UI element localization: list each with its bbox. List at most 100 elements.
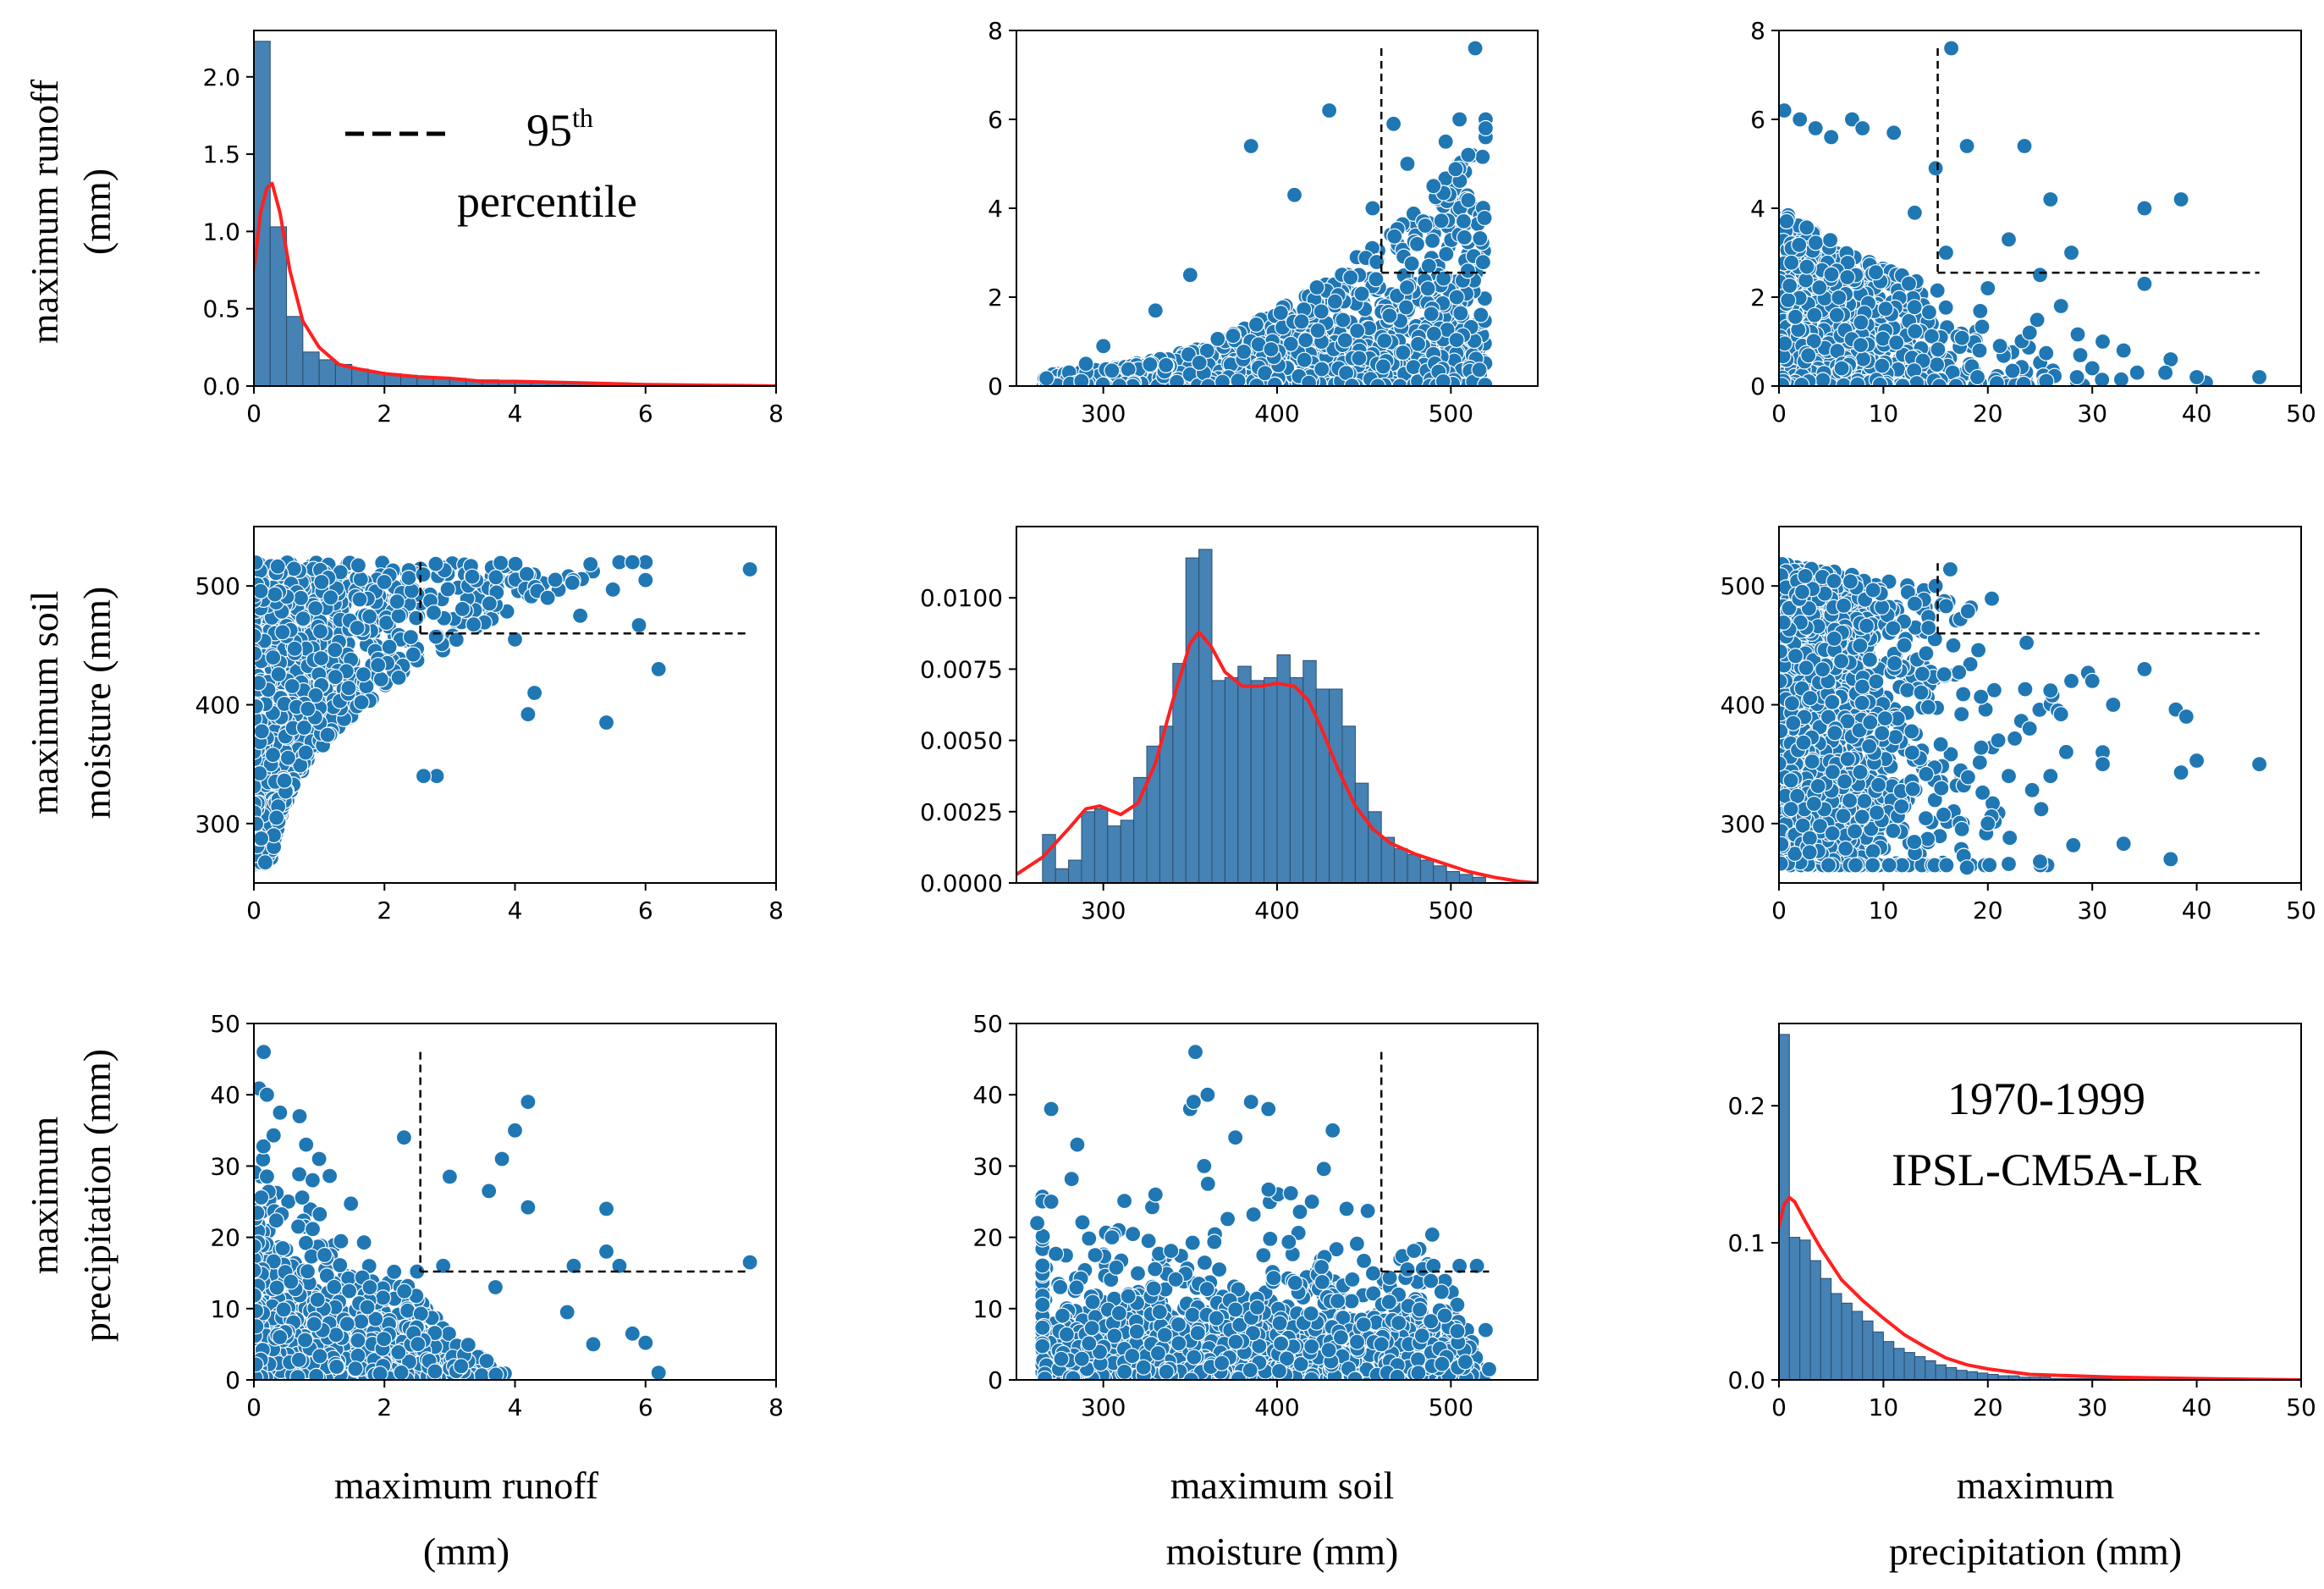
y-tick-label: 0.5	[202, 295, 240, 323]
scatter-point	[327, 642, 344, 659]
scatter-point	[1854, 350, 1872, 367]
row-label-soil-line1: maximum soil	[23, 591, 66, 815]
scatter-point	[571, 607, 589, 624]
scatter-point	[1425, 325, 1443, 342]
scatter-point	[1828, 306, 1845, 323]
scatter-point	[465, 616, 482, 633]
y-tick-label: 6	[988, 106, 1003, 134]
scatter-point	[1780, 291, 1797, 309]
scatter-point	[464, 568, 481, 585]
scatter-point	[1385, 115, 1402, 132]
scatter-point	[1971, 754, 1988, 771]
scatter-point	[1908, 375, 1925, 386]
scatter-point	[1900, 275, 1918, 292]
scatter-point	[1272, 304, 1289, 322]
scatter-point	[1823, 266, 1840, 283]
scatter-point	[1970, 642, 1987, 659]
scatter-point	[1263, 341, 1280, 358]
y-tick-label: 0.0100	[920, 584, 1003, 612]
scatter-point	[2052, 297, 2069, 315]
scatter-point	[1974, 318, 1991, 335]
histogram-bar	[1459, 874, 1473, 883]
scatter-point	[355, 666, 372, 683]
y-tick-label: 0	[988, 372, 1003, 400]
x-tick-label: 10	[1869, 400, 1899, 428]
histogram-bar	[1120, 819, 1135, 883]
scatter-point	[1930, 378, 1948, 386]
histogram-bar	[1042, 834, 1056, 883]
scatter-point	[1874, 357, 1891, 374]
histogram-bar	[1133, 776, 1148, 883]
x-tick-label: 30	[2077, 400, 2107, 428]
scatter-point	[1398, 279, 1416, 296]
histogram-bar	[1211, 680, 1225, 883]
x-tick-label: 300	[1081, 897, 1126, 924]
scatter-point	[1435, 270, 1452, 287]
scatter-point	[1980, 279, 1996, 297]
scatter-point	[1447, 161, 1464, 178]
scatter-point	[297, 744, 314, 761]
scatter-point	[1282, 335, 1299, 352]
scatter-point	[1783, 254, 1800, 271]
histogram-bar	[1472, 876, 1486, 883]
scatter-point	[582, 555, 599, 573]
scatter-point	[1409, 335, 1427, 352]
scatter-point	[1214, 373, 1231, 386]
scatter-point	[1326, 293, 1344, 310]
scatter-point	[1455, 212, 1473, 229]
y-tick-label: 0.0050	[920, 727, 1003, 755]
scatter-point	[390, 669, 407, 687]
scatter-point	[624, 554, 641, 571]
scatter-point	[650, 660, 667, 678]
scatter-point	[1853, 314, 1870, 331]
x-tick-label: 8	[768, 897, 784, 924]
scatter-point	[1399, 155, 1416, 173]
scatter-point	[2016, 137, 2033, 155]
kde-curve	[1016, 630, 1538, 883]
scatter-point	[265, 649, 282, 666]
scatter-point	[1843, 111, 1860, 128]
row-label-runoff-line2: (mm)	[75, 168, 118, 255]
scatter-point	[1419, 280, 1436, 297]
scatter-point	[1920, 304, 1937, 321]
scatter-point	[1476, 209, 1493, 227]
scatter-point	[286, 640, 303, 657]
scatter-point	[254, 627, 262, 644]
y-tick-label: 1.0	[202, 218, 240, 246]
histogram-bar	[254, 41, 271, 386]
scatter-point	[741, 560, 758, 578]
scatter-point	[427, 628, 444, 645]
scatter-point	[1397, 299, 1415, 316]
scatter-point	[313, 573, 330, 591]
scatter-point	[1381, 307, 1398, 324]
scatter-point	[1104, 362, 1121, 379]
x-tick-label: 20	[1973, 400, 2003, 428]
x-tick-label: 300	[1081, 400, 1126, 428]
scatter-point	[1969, 368, 1986, 386]
scatter-point	[1435, 372, 1451, 386]
scatter-point	[264, 747, 282, 764]
histogram-bar	[302, 351, 320, 386]
scatter-point	[1787, 308, 1804, 325]
scatter-point	[2029, 312, 2046, 328]
scatter-point	[1353, 285, 1370, 302]
scatter-point	[1374, 358, 1392, 375]
scatter-point	[487, 569, 504, 586]
scatter-point	[2017, 681, 2034, 698]
scatter-point	[2042, 190, 2059, 208]
y-tick-label: 0.0000	[920, 869, 1003, 897]
col-label-soil-line2: moisture (mm)	[1166, 1530, 1399, 1573]
scatter-point	[352, 571, 369, 588]
scatter-point	[1942, 746, 1959, 763]
scatter-point	[405, 646, 421, 663]
panel-runoff-hist: 0 2 4 6 80.00.51.01.52.0	[202, 30, 784, 428]
scatter-point	[2136, 200, 2153, 217]
scatter-point	[2021, 324, 2038, 341]
histogram-bar	[1433, 865, 1447, 883]
y-tick-label: 0.0	[202, 372, 240, 400]
scatter-point	[2062, 244, 2080, 262]
scatter-point	[2018, 634, 2035, 651]
x-tick-label: 400	[1254, 400, 1299, 428]
